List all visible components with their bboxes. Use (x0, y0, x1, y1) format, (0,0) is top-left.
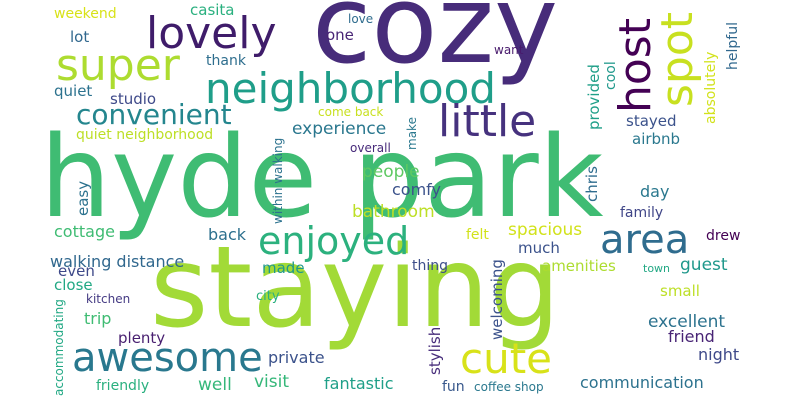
word-enjoyed: enjoyed (258, 219, 410, 263)
word-back: back (208, 225, 247, 244)
word-visit: visit (254, 372, 290, 392)
word-much: much (518, 239, 560, 257)
word-stayed: stayed (626, 112, 677, 130)
word-fun: fun (442, 379, 465, 395)
word-family: family (620, 205, 664, 221)
word-awesome: awesome (72, 335, 263, 381)
word-plenty: plenty (118, 329, 166, 347)
word-spacious: spacious (508, 220, 583, 240)
word-night: night (698, 345, 740, 364)
word-hyde-park: hyde park (40, 113, 604, 243)
word-chris: chris (583, 166, 601, 202)
word-cute: cute (460, 334, 553, 383)
word-friend: friend (668, 327, 715, 346)
word-close: close (54, 276, 93, 294)
word-casita: casita (190, 1, 235, 19)
word-even: even (58, 262, 95, 280)
word-coffee-shop: coffee shop (474, 380, 544, 394)
word-experience: experience (292, 119, 387, 139)
word-thank: thank (206, 53, 246, 69)
word-small: small (660, 282, 700, 300)
word-one: one (326, 26, 354, 44)
word-bathroom: bathroom (352, 202, 435, 222)
word-communication: communication (580, 373, 704, 392)
word-cool: cool (603, 61, 619, 90)
word-walking-distance: walking distance (50, 252, 185, 271)
word-felt: felt (466, 227, 489, 243)
word-comfy: comfy (392, 180, 441, 199)
word-little: little (438, 96, 537, 147)
word-lovely: lovely (146, 8, 277, 59)
word-love: love (348, 12, 374, 26)
word-cozy: cozy (312, 0, 559, 88)
word-area: area (600, 217, 690, 263)
word-absolutely: absolutely (703, 51, 719, 124)
word-quiet: quiet (54, 82, 93, 100)
word-drew: drew (706, 228, 741, 244)
word-within-walking: within walking (271, 137, 285, 224)
word-stylish: stylish (426, 326, 444, 375)
word-people: people (362, 162, 420, 182)
word-lot: lot (70, 28, 90, 46)
word-staying: staying (150, 223, 561, 353)
word-want: want (494, 43, 524, 57)
word-kitchen: kitchen (86, 292, 131, 306)
word-come-back: come back (318, 105, 384, 119)
word-super: super (56, 40, 180, 91)
word-city: city (256, 289, 280, 304)
word-guest: guest (680, 255, 728, 275)
word-well: well (198, 375, 232, 395)
word-thing: thing (412, 258, 449, 274)
word-easy: easy (74, 180, 92, 216)
word-overall: overall (350, 141, 391, 155)
word-friendly: friendly (96, 378, 150, 394)
word-day: day (640, 182, 670, 201)
word-airbnb: airbnb (632, 130, 681, 148)
word-spot: spot (652, 11, 703, 107)
word-provided: provided (585, 64, 603, 130)
word-accommodating: accommodating (52, 299, 66, 396)
word-quiet-neighborhood: quiet neighborhood (76, 127, 214, 143)
word-trip: trip (84, 309, 112, 328)
word-welcoming: welcoming (488, 259, 506, 340)
word-fantastic: fantastic (324, 374, 394, 393)
word-amenities: amenities (542, 257, 616, 275)
word-cottage: cottage (54, 222, 115, 241)
word-convenient: convenient (76, 98, 232, 131)
word-make: make (405, 117, 419, 150)
word-town: town (643, 262, 671, 275)
word-excellent: excellent (648, 312, 726, 332)
word-neighborhood: neighborhood (205, 64, 496, 113)
word-helpful: helpful (725, 22, 741, 70)
word-studio: studio (110, 90, 157, 108)
word-made: made (262, 259, 305, 277)
word-weekend: weekend (54, 6, 117, 22)
word-private: private (268, 348, 325, 367)
